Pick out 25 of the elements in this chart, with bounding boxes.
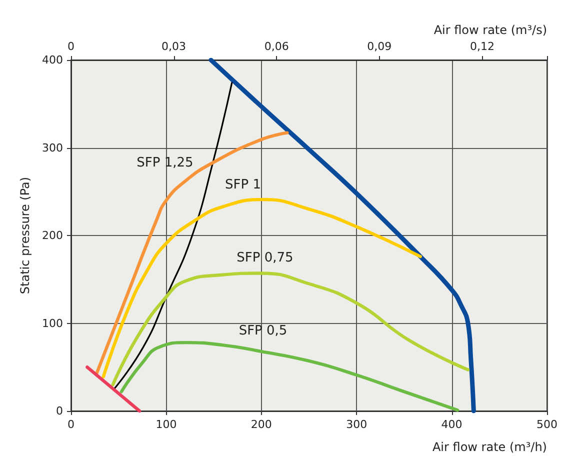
line-series: [102, 198, 422, 378]
x-tick-label: 0: [68, 418, 74, 431]
line-series: [208, 58, 476, 414]
y-tick-label: 200: [42, 229, 63, 242]
y-axis-title: Static pressure (Pa): [18, 176, 32, 294]
x2-tick-label: 0,12: [470, 40, 494, 53]
x2-tick-label: 0,06: [264, 40, 289, 53]
x-tick-label: 400: [441, 418, 462, 431]
y-tick-label: 400: [42, 54, 63, 66]
x-tick-label: 500: [536, 418, 558, 431]
x2-axis-title: Air flow rate (m³/s): [434, 23, 547, 37]
line-series: [120, 340, 460, 412]
annotation: SFP 1: [225, 178, 261, 192]
line-series: [111, 272, 470, 386]
y-tick-label: 0: [56, 404, 63, 418]
x2-tick-label: 0,03: [162, 40, 186, 53]
x2-tick-label: 0,09: [367, 40, 392, 53]
y-tick-label: 300: [42, 141, 63, 154]
x-tick-label: 300: [346, 418, 368, 431]
x-tick-label: 100: [156, 418, 177, 431]
x-tick-label: 200: [250, 418, 272, 431]
annotation: SFP 0,75: [236, 250, 294, 266]
y-tick-label: 100: [42, 316, 63, 330]
x2-tick-label: 0: [68, 40, 74, 53]
x-axis-title: Air flow rate (m³/h): [432, 440, 547, 454]
